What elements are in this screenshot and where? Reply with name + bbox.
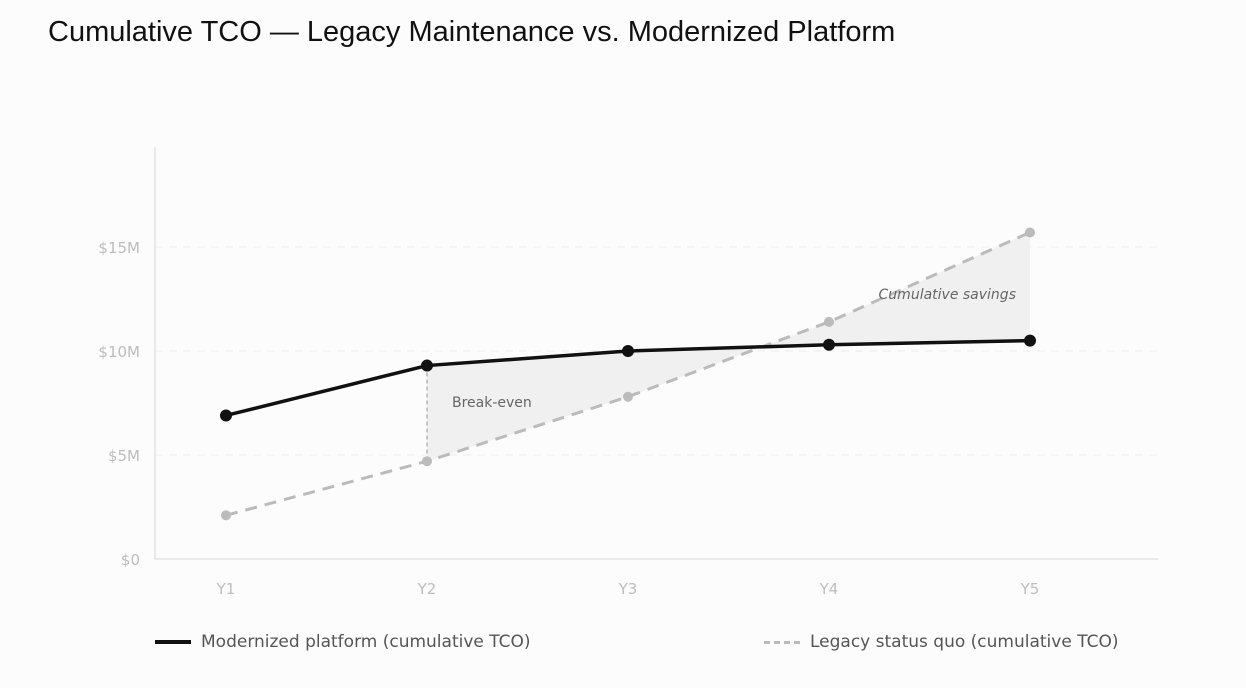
legacy-point bbox=[824, 316, 834, 327]
modernized-point bbox=[823, 338, 835, 351]
legacy-line bbox=[225, 231, 1031, 517]
legacy-point bbox=[422, 456, 432, 467]
x-tick-label: Y1 bbox=[216, 580, 236, 598]
y-tick-label: $15M bbox=[98, 239, 140, 257]
legend-swatch-solid bbox=[155, 640, 191, 644]
modernized-point bbox=[1024, 334, 1036, 347]
legacy-point bbox=[623, 391, 633, 402]
legacy-point bbox=[1025, 227, 1035, 238]
annotation-break-even: Break-even bbox=[452, 395, 532, 411]
x-tick-label: Y3 bbox=[618, 580, 638, 598]
x-tick-label: Y4 bbox=[819, 580, 839, 598]
modernized-point bbox=[622, 345, 634, 357]
x-tick-label: Y2 bbox=[417, 580, 437, 598]
x-tick-label: Y5 bbox=[1020, 580, 1040, 598]
legend-label: Legacy status quo (cumulative TCO) bbox=[810, 632, 1119, 652]
y-tick-label: $10M bbox=[98, 343, 140, 361]
legend-label: Modernized platform (cumulative TCO) bbox=[201, 632, 531, 652]
legacy-point bbox=[221, 510, 231, 521]
y-tick-label: $0 bbox=[121, 551, 140, 569]
annotation-cumulative-savings: Cumulative savings bbox=[879, 287, 1016, 303]
y-tick-label: $5M bbox=[108, 447, 140, 465]
modernized-point bbox=[220, 409, 232, 422]
legend-swatch-dashed bbox=[764, 640, 800, 644]
chart-title: Cumulative TCO — Legacy Maintenance vs. … bbox=[48, 16, 896, 48]
legend-item-legacy: Legacy status quo (cumulative TCO) bbox=[764, 632, 1118, 652]
legend-item-modernized: Modernized platform (cumulative TCO) bbox=[155, 632, 531, 652]
modernized-point bbox=[421, 359, 433, 372]
savings-area bbox=[427, 232, 1030, 462]
